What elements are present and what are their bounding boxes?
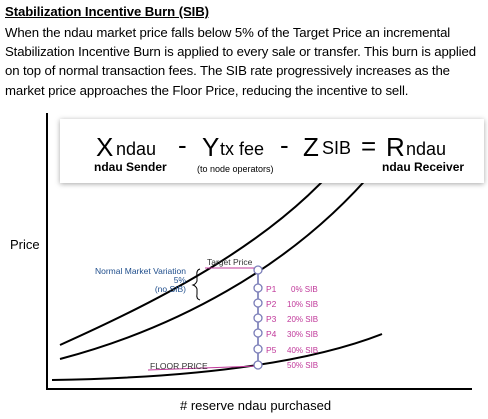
receiver-label: ndau Receiver <box>382 160 465 174</box>
fee-note: (to node operators) <box>197 164 274 174</box>
x-axis-label: # reserve ndau purchased <box>180 398 332 413</box>
minus-sign: - <box>280 130 289 160</box>
y-axis-label: Price <box>10 237 40 252</box>
y-variable: Y <box>202 132 220 162</box>
nmv-note: (no SIB) <box>154 284 186 294</box>
r-variable: R <box>386 132 405 162</box>
x-unit: ndau <box>116 139 157 159</box>
nmv-label: Normal Market Variation <box>94 266 186 276</box>
floor-curve <box>51 333 383 381</box>
upper-curve <box>59 167 377 360</box>
equals-sign: = <box>361 131 377 161</box>
description-line: on top of normal transaction fees. The S… <box>5 63 450 79</box>
nmv-percent: 5% <box>173 275 186 285</box>
r-unit: ndau <box>406 139 447 159</box>
lower-curve <box>59 149 351 346</box>
page-heading: Stabilization Incentive Burn (SIB) <box>5 4 209 19</box>
minus-sign: - <box>178 130 187 160</box>
target-price-marker <box>253 265 263 275</box>
p4-label: P4 <box>266 329 277 339</box>
p3-label: P3 <box>266 314 277 324</box>
floor-price-marker <box>253 360 263 370</box>
description: When the ndau market price falls below 5… <box>5 23 485 100</box>
p5-label: P5 <box>266 345 277 355</box>
p2-marker <box>253 298 263 308</box>
description-line: Stabilization Incentive Burn is applied … <box>5 44 476 60</box>
x-variable: X <box>96 132 114 162</box>
p3-marker <box>253 313 263 323</box>
p1-sib: 0% SIB <box>291 285 318 294</box>
floor-price-label: FLOOR PRICE <box>150 361 208 371</box>
p3-sib: 20% SIB <box>287 315 319 324</box>
p2-sib: 10% SIB <box>287 300 319 309</box>
z-variable: Z <box>303 132 319 162</box>
floor-price-underline <box>147 365 259 371</box>
p4-sib: 30% SIB <box>287 330 319 339</box>
nmv-brace <box>191 268 201 301</box>
p2-label: P2 <box>266 299 277 309</box>
equation-box: X ndau - Y tx fee - Z SIB = R ndau ndau … <box>60 119 484 183</box>
p1-label: P1 <box>266 284 277 294</box>
z-unit: SIB <box>322 138 352 158</box>
description-line: market price approaches the Floor Price,… <box>5 82 409 98</box>
p4-marker <box>253 328 263 338</box>
description-line: When the ndau market price falls below 5… <box>5 25 451 40</box>
y-unit: tx fee <box>220 139 265 159</box>
sender-label: ndau Sender <box>94 160 167 174</box>
p5-sib: 40% SIB <box>287 346 319 355</box>
target-price-label: Target Price <box>207 257 253 267</box>
p5-marker <box>253 344 263 354</box>
p1-marker <box>253 283 263 293</box>
floor-sib: 50% SIB <box>287 361 319 370</box>
